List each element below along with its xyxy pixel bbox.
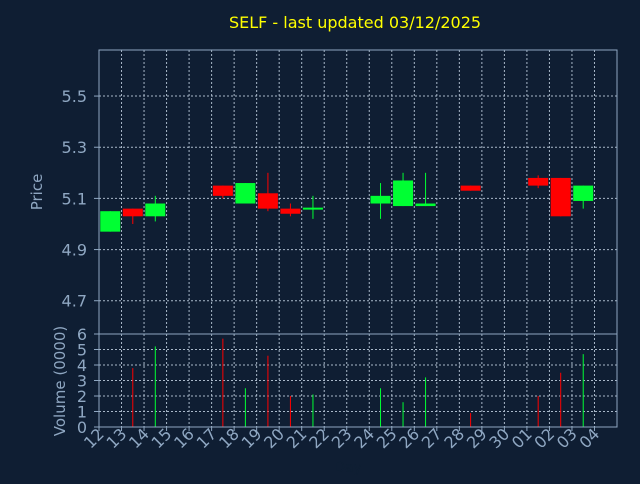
volume-grid [99, 334, 617, 427]
volume-tick-label: 0 [77, 418, 87, 437]
volume-tick-label: 6 [77, 325, 87, 344]
candle-body [370, 195, 391, 204]
candle-body [528, 177, 549, 186]
candle-body [460, 185, 481, 191]
price-axis-label: Price [28, 174, 46, 211]
price-tick-label: 4.9 [62, 241, 87, 260]
candle-body [212, 185, 233, 196]
price-y-ticks: 4.7 4.9 5.1 5.3 5.5 [62, 87, 99, 311]
candle-body [122, 208, 143, 217]
price-panel-frame [98, 49, 618, 335]
price-grid [99, 50, 617, 334]
candle-body [415, 203, 436, 207]
x-tick-label: 04 [575, 424, 603, 452]
volume-axis-label: Volume (0000) [51, 326, 69, 436]
volume-tick-label: 5 [77, 341, 87, 360]
candle-body [257, 193, 278, 209]
candle-body [100, 211, 121, 232]
candle-body [280, 208, 301, 214]
price-tick-label: 5.1 [62, 189, 87, 208]
candles [100, 172, 594, 232]
chart-title: SELF - last updated 03/12/2025 [228, 13, 482, 32]
price-tick-label: 4.7 [62, 292, 87, 311]
candle-body [573, 185, 594, 201]
volume-tick-label: 3 [77, 372, 87, 391]
price-tick-label: 5.5 [62, 87, 87, 106]
candle-body [550, 177, 571, 217]
price-tick-label: 5.3 [62, 138, 87, 157]
candle-body [235, 183, 256, 204]
candle-body [302, 207, 323, 210]
x-ticks: 1213141516171819202122232425262728293001… [80, 424, 603, 452]
x-axis-label: Day [334, 460, 362, 476]
volume-tick-label: 2 [77, 387, 87, 406]
volume-tick-label: 4 [77, 356, 87, 375]
candle-body [145, 203, 166, 217]
volume-tick-label: 1 [77, 403, 87, 422]
candle-body [393, 180, 414, 207]
volume-bars [132, 338, 584, 427]
panel-frames [98, 49, 618, 428]
